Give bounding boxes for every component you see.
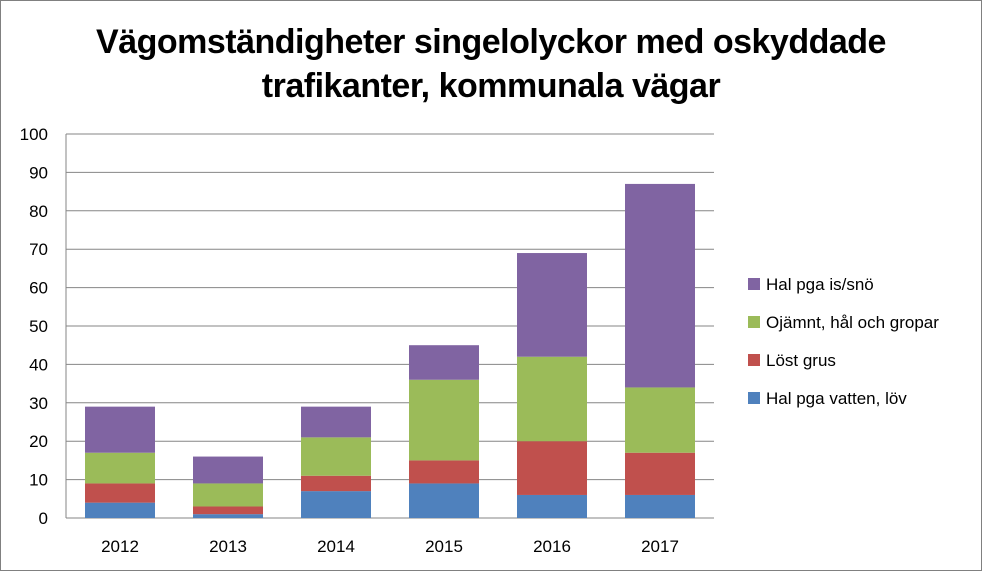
- y-tick-label: 70: [29, 240, 48, 259]
- bar-segment: [625, 387, 695, 453]
- y-tick-label: 50: [29, 317, 48, 336]
- bar-segment: [85, 406, 155, 453]
- legend-swatch: [748, 278, 760, 290]
- bar-segment: [301, 491, 371, 518]
- x-tick-label: 2014: [317, 537, 355, 556]
- bar-segment: [301, 437, 371, 476]
- bar-segment: [517, 356, 587, 442]
- y-tick-label: 0: [39, 509, 48, 528]
- y-tick-label: 40: [29, 355, 48, 374]
- x-tick-label: 2017: [641, 537, 679, 556]
- chart-title-line-1: Vägomständigheter singelolyckor med osky…: [96, 23, 886, 61]
- bar-segment: [517, 441, 587, 495]
- legend-label: Hal pga vatten, löv: [766, 389, 907, 408]
- bar-segment: [301, 475, 371, 492]
- y-tick-label: 10: [29, 471, 48, 490]
- bar-segment: [409, 379, 479, 461]
- legend-swatch: [748, 354, 760, 366]
- chart-title-line-2: trafikanter, kommunala vägar: [261, 67, 721, 105]
- legend-label: Ojämnt, hål och gropar: [766, 313, 939, 332]
- x-tick-label: 2016: [533, 537, 571, 556]
- bar-segment: [301, 406, 371, 438]
- bar-segment: [625, 183, 695, 388]
- bar-segment: [85, 502, 155, 518]
- bar-segment: [409, 483, 479, 518]
- bar-segment: [517, 253, 587, 357]
- chart-title: Vägomständigheter singelolyckor med osky…: [0, 20, 982, 108]
- bar-segment: [193, 514, 263, 518]
- legend-swatch: [748, 316, 760, 328]
- y-tick-label: 30: [29, 394, 48, 413]
- x-tick-label: 2015: [425, 537, 463, 556]
- bar-segment: [193, 483, 263, 507]
- y-tick-label: 100: [20, 125, 48, 144]
- bar-segment: [193, 506, 263, 515]
- bar-segment: [409, 345, 479, 380]
- bar-segment: [625, 494, 695, 518]
- x-tick-label: 2012: [101, 537, 139, 556]
- legend-swatch: [748, 392, 760, 404]
- bar-segment: [85, 452, 155, 484]
- bar-segment: [409, 460, 479, 484]
- bar-segment: [85, 483, 155, 503]
- bar-segment: [517, 494, 587, 518]
- y-tick-label: 90: [29, 163, 48, 182]
- y-tick-label: 80: [29, 202, 48, 221]
- y-tick-label: 20: [29, 432, 48, 451]
- bar-segment: [193, 456, 263, 484]
- legend-label: Hal pga is/snö: [766, 275, 874, 294]
- x-tick-label: 2013: [209, 537, 247, 556]
- bar-segment: [625, 452, 695, 495]
- y-tick-label: 60: [29, 279, 48, 298]
- legend-label: Löst grus: [766, 351, 836, 370]
